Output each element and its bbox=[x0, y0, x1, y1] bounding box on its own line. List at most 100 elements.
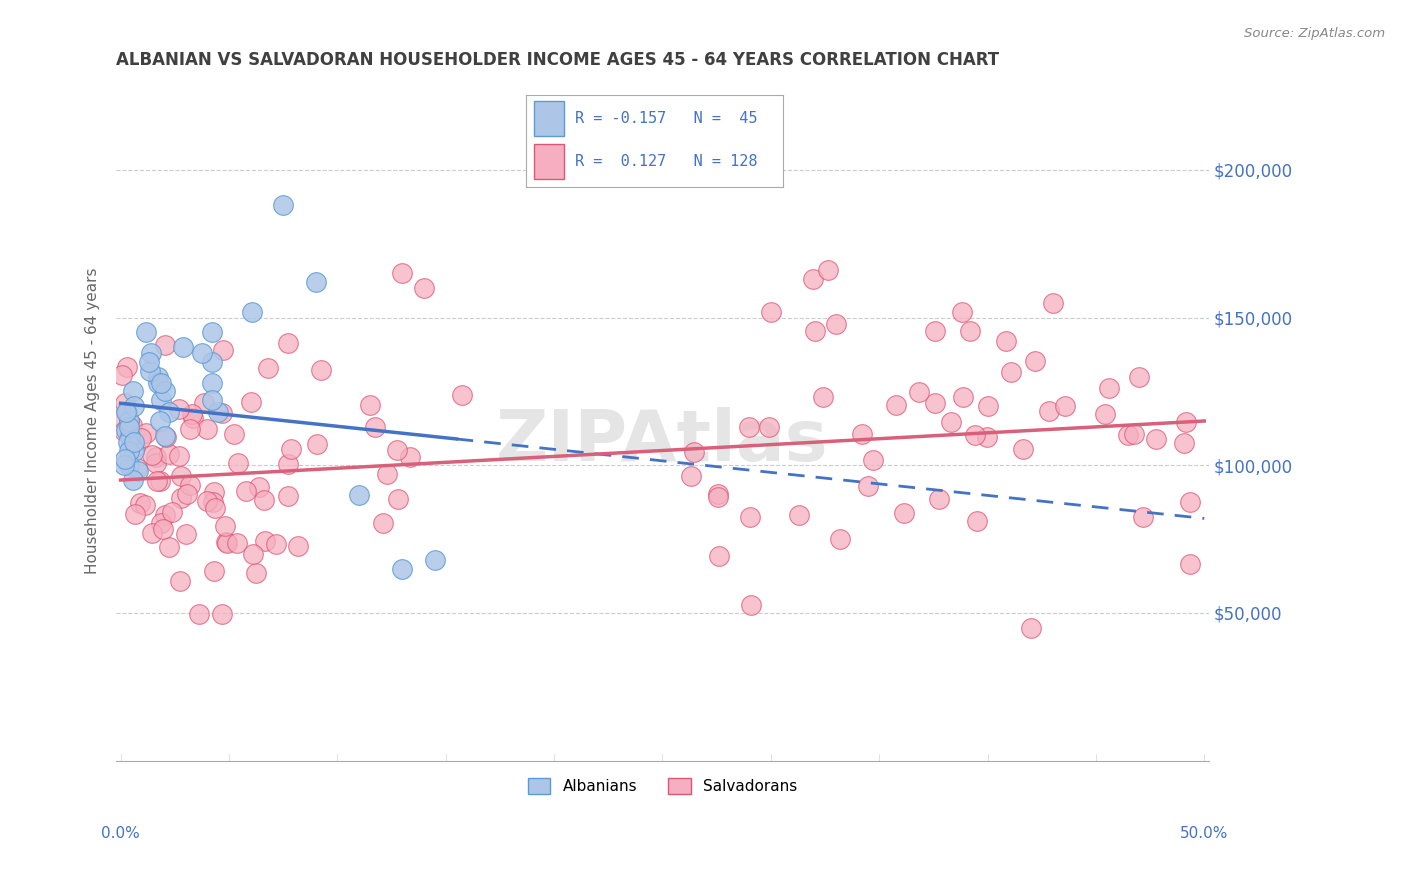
Point bbox=[146, 475, 169, 489]
Point bbox=[201, 326, 224, 340]
Point bbox=[211, 407, 233, 421]
Point bbox=[153, 508, 176, 522]
Point bbox=[758, 419, 780, 434]
Point bbox=[128, 496, 150, 510]
Point bbox=[155, 430, 177, 444]
Point bbox=[976, 429, 998, 443]
Point bbox=[893, 506, 915, 520]
Point bbox=[391, 562, 413, 576]
Point bbox=[707, 487, 730, 501]
Point bbox=[202, 564, 225, 578]
Point bbox=[141, 448, 163, 462]
Point bbox=[399, 450, 422, 464]
Point bbox=[110, 411, 132, 425]
Point bbox=[153, 429, 176, 443]
Point bbox=[226, 456, 249, 470]
Point bbox=[141, 526, 163, 541]
Point bbox=[824, 317, 846, 331]
Point bbox=[1302, 612, 1324, 626]
Point bbox=[1173, 436, 1195, 450]
Point bbox=[1144, 432, 1167, 446]
Point bbox=[152, 522, 174, 536]
Point bbox=[950, 304, 973, 318]
Point bbox=[924, 324, 946, 338]
Point bbox=[111, 368, 134, 382]
Point bbox=[135, 326, 157, 340]
Point bbox=[359, 398, 381, 412]
Point bbox=[811, 390, 834, 404]
Point bbox=[122, 384, 145, 399]
Point bbox=[1123, 427, 1146, 442]
Point bbox=[817, 263, 839, 277]
Point bbox=[280, 442, 302, 456]
Point bbox=[114, 452, 136, 467]
Point bbox=[801, 272, 824, 286]
Point bbox=[287, 539, 309, 553]
Point bbox=[995, 334, 1018, 348]
Point bbox=[149, 414, 172, 428]
Point bbox=[1019, 621, 1042, 635]
Point bbox=[1054, 399, 1077, 413]
Point bbox=[162, 505, 184, 519]
Point bbox=[804, 324, 827, 338]
Point bbox=[738, 509, 761, 524]
Point bbox=[976, 399, 998, 413]
Point bbox=[245, 566, 267, 580]
Y-axis label: Householder Income Ages 45 - 64 years: Householder Income Ages 45 - 64 years bbox=[86, 268, 100, 574]
Point bbox=[145, 450, 167, 464]
Point bbox=[112, 458, 135, 473]
Point bbox=[188, 607, 211, 622]
Point bbox=[120, 437, 142, 451]
Point bbox=[179, 478, 201, 492]
Point bbox=[738, 420, 761, 434]
Point bbox=[271, 198, 294, 212]
Point bbox=[207, 405, 229, 419]
Text: 50.0%: 50.0% bbox=[1180, 826, 1229, 840]
Point bbox=[856, 478, 879, 492]
Point bbox=[202, 495, 225, 509]
Point bbox=[201, 376, 224, 390]
Point bbox=[707, 549, 730, 563]
Point bbox=[181, 407, 204, 421]
Point bbox=[1128, 369, 1150, 384]
Point bbox=[1180, 495, 1202, 509]
Point bbox=[679, 469, 702, 483]
Point bbox=[239, 395, 262, 409]
Point bbox=[127, 464, 149, 478]
Point bbox=[266, 537, 288, 551]
Text: ZIPAtlas: ZIPAtlas bbox=[496, 407, 828, 475]
Point bbox=[1094, 407, 1116, 421]
Point bbox=[966, 514, 988, 528]
Point bbox=[169, 574, 191, 588]
Point bbox=[157, 541, 180, 555]
Point bbox=[134, 498, 156, 512]
Point bbox=[122, 399, 145, 413]
Point bbox=[138, 355, 160, 369]
Point bbox=[179, 422, 201, 436]
Point bbox=[1000, 365, 1022, 379]
Point bbox=[117, 414, 139, 428]
Point bbox=[373, 516, 395, 530]
Point bbox=[115, 359, 138, 374]
Point bbox=[235, 483, 257, 498]
Point bbox=[277, 336, 299, 351]
Point bbox=[150, 393, 173, 408]
Point bbox=[122, 473, 145, 487]
Point bbox=[135, 425, 157, 440]
Point bbox=[149, 474, 172, 488]
Point bbox=[347, 488, 370, 502]
Point bbox=[181, 411, 204, 425]
Point bbox=[305, 275, 328, 289]
Point bbox=[201, 355, 224, 369]
Point bbox=[118, 443, 141, 458]
Point bbox=[683, 445, 706, 459]
Point bbox=[127, 461, 149, 475]
Point bbox=[141, 346, 163, 360]
Point bbox=[115, 405, 138, 419]
Point bbox=[172, 340, 194, 354]
Point bbox=[240, 304, 263, 318]
Point bbox=[214, 518, 236, 533]
Point bbox=[176, 487, 198, 501]
Point bbox=[257, 361, 280, 376]
Point bbox=[120, 429, 142, 443]
